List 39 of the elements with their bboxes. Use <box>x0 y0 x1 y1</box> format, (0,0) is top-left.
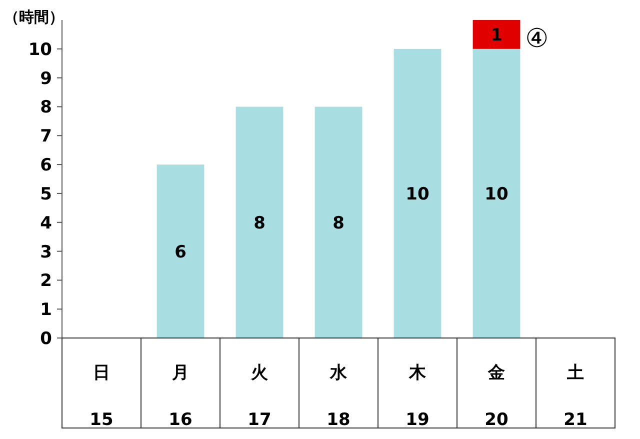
bar <box>236 106 284 338</box>
x-tick-label: 火 <box>251 363 269 383</box>
text: 19 <box>406 410 430 430</box>
data-label: 6 <box>174 242 186 262</box>
bar <box>472 48 520 338</box>
data-label: 10 <box>484 184 508 204</box>
text: 21 <box>564 410 588 430</box>
y-tick-label: 6 <box>40 156 52 176</box>
bar <box>314 106 362 338</box>
y-tick-label: 3 <box>40 242 52 262</box>
x-tick-label: 土 <box>566 363 584 383</box>
bar <box>156 164 204 338</box>
y-tick-label: 4 <box>40 213 52 234</box>
data-label: 8 <box>332 213 344 234</box>
data-label: 1 <box>490 25 502 46</box>
text: 18 <box>326 410 350 430</box>
data-label: 8 <box>254 213 266 234</box>
x-tick-label: 木 <box>408 363 427 383</box>
text: 15 <box>90 410 114 430</box>
y-tick-label: 2 <box>40 271 52 292</box>
y-axis-title: （時間） <box>4 8 64 26</box>
text: 16 <box>168 410 192 430</box>
y-tick-label: 1 <box>40 300 52 320</box>
text: 17 <box>248 410 272 430</box>
y-tick-label: 9 <box>40 68 52 89</box>
x-tick-label: 月 <box>171 363 189 383</box>
y-tick-label: 7 <box>40 126 52 147</box>
data-label: 10 <box>406 184 430 204</box>
y-tick-label: 8 <box>40 98 52 118</box>
x-tick-label: 金 <box>487 363 505 383</box>
y-tick-label: 0 <box>40 329 52 349</box>
bar <box>472 20 520 49</box>
annotation: ④ <box>525 24 549 54</box>
x-tick-label: 日 <box>93 363 110 383</box>
y-tick-label: 10 <box>28 40 52 60</box>
bar <box>394 48 442 338</box>
text: 20 <box>484 410 508 430</box>
x-tick-label: 水 <box>329 363 348 383</box>
y-tick-label: 5 <box>40 184 52 204</box>
